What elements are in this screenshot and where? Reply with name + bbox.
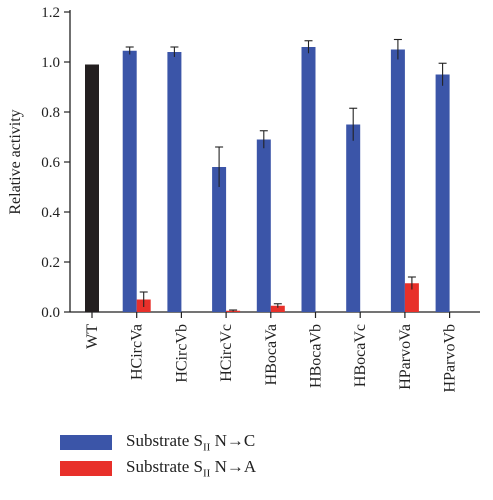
x-tick-label: HBocaVa: [263, 324, 280, 385]
bar-series-1: [404, 283, 419, 312]
legend-label-n-to-c: Substrate SII N→C: [126, 430, 256, 454]
legend-item-n-to-c: Substrate SII N→C: [60, 430, 256, 454]
y-tick-label: 0.4: [41, 205, 60, 221]
legend-label-n-to-a: Substrate SII N→A: [126, 456, 257, 480]
x-tick-label: HParvoVb: [442, 324, 459, 392]
plot-area: 0.0 0.2 0.4 0.6 0.8 1.0 1.2 WT HCircVa HCircVb HCi…: [41, 5, 480, 392]
y-tick-label: 0.2: [41, 255, 60, 271]
legend-swatch-n-to-c: [60, 434, 112, 450]
legend-item-n-to-a: Substrate SII N→A: [60, 456, 256, 480]
bar-series-0: [301, 47, 316, 312]
bar-series-0: [435, 74, 450, 312]
y-tick-label: 0.6: [41, 155, 60, 171]
x-tick-label: HCircVc: [218, 324, 235, 382]
bar-series-0: [122, 50, 137, 312]
bar-series-0: [212, 167, 227, 312]
x-tick-label: HBocaVc: [352, 324, 369, 387]
y-axis-title: Relative activity: [7, 109, 24, 214]
x-tick-label: HCircVa: [129, 324, 146, 380]
bar-series-1: [270, 305, 285, 312]
bar-chart: 0.0 0.2 0.4 0.6 0.8 1.0 1.2 WT HCircVa HCircVb HCi…: [7, 5, 480, 392]
legend-swatch-n-to-a: [60, 460, 112, 476]
bar-series-0: [390, 49, 405, 312]
y-tick-label: 0.0: [41, 305, 60, 321]
x-tick-label: WT: [84, 324, 101, 349]
bar-wt: [85, 64, 99, 312]
x-tick-label: HBocaVb: [308, 324, 325, 388]
bar-series-0: [256, 139, 271, 312]
bar-series-0: [346, 124, 361, 312]
bar-series-0: [167, 52, 182, 312]
legend: Substrate SII N→C Substrate SII N→A: [60, 430, 256, 482]
x-tick-label: HCircVb: [173, 324, 190, 383]
y-tick-label: 1.2: [41, 5, 60, 21]
x-tick-label: HParvoVa: [397, 324, 414, 390]
y-tick-label: 0.8: [41, 105, 60, 121]
y-tick-label: 1.0: [41, 55, 60, 71]
